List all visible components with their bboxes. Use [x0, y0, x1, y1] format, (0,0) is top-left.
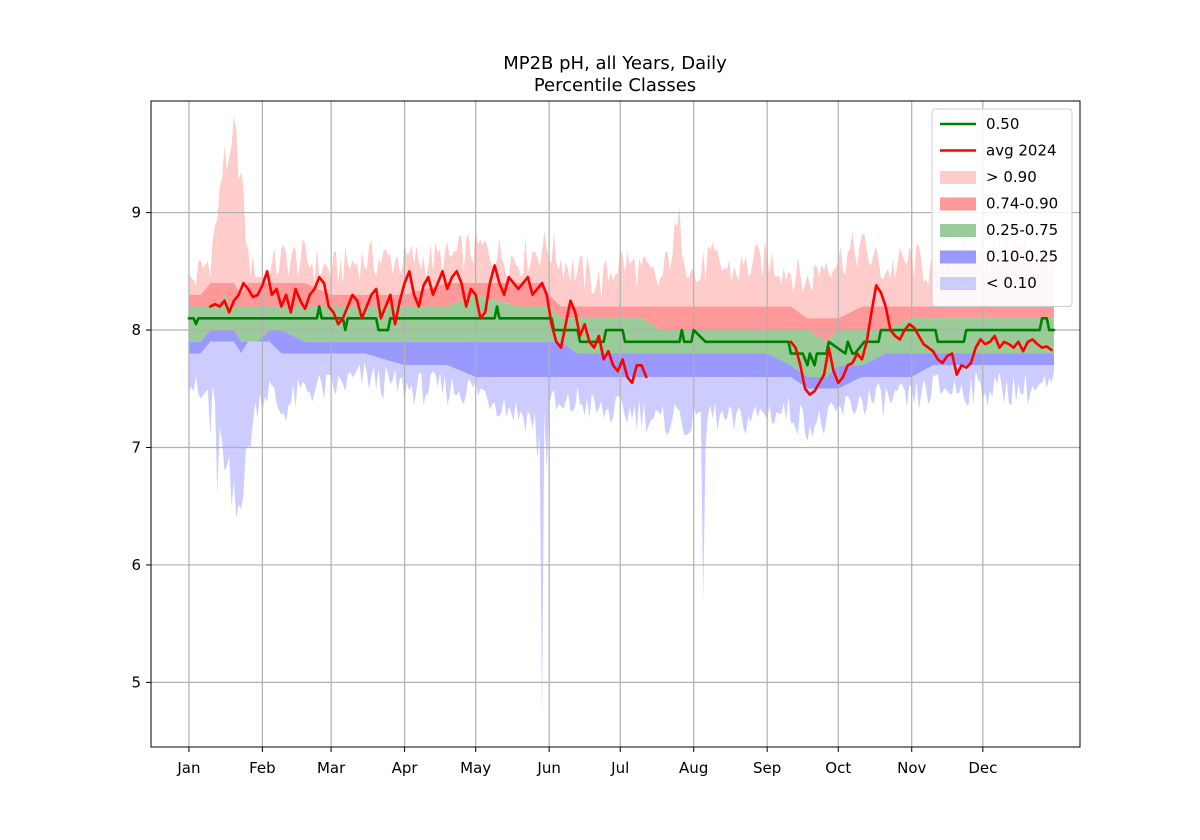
- x-axis: Jan Feb Mar Apr May Jun Jul Aug Sep Oct Nov Dec: [176, 747, 997, 777]
- y-tick-label: 6: [131, 556, 141, 574]
- legend-label: avg 2024: [986, 142, 1057, 160]
- x-tick-label: Sep: [753, 759, 781, 777]
- median-line: [187, 305, 1056, 367]
- x-tick-label: Jun: [536, 759, 560, 777]
- legend-label: 0.74-0.90: [986, 195, 1058, 213]
- x-tick-label: May: [460, 759, 491, 777]
- legend-patch-swatch: [940, 277, 976, 290]
- y-tick-label: 9: [131, 204, 141, 222]
- avg-2024-line-segment-1: [208, 264, 648, 385]
- x-tick-label: Dec: [968, 759, 997, 777]
- series-lines: [187, 264, 1056, 396]
- legend-label: > 0.90: [986, 168, 1037, 186]
- y-tick-label: 8: [131, 321, 141, 339]
- plot-frame: [150, 100, 1081, 748]
- legend-label: 0.50: [986, 115, 1019, 133]
- x-tick-label: Feb: [249, 759, 276, 777]
- plot-area: [151, 101, 1080, 747]
- x-tick-label: Oct: [825, 759, 851, 777]
- x-tick-label: Nov: [897, 759, 926, 777]
- y-tick-label: 7: [131, 438, 141, 456]
- x-tick-label: Apr: [392, 759, 419, 777]
- x-tick-label: Jul: [610, 759, 629, 777]
- legend-label: 0.25-0.75: [986, 221, 1058, 239]
- band-below-10: [188, 341, 1054, 718]
- legend: 0.50 avg 2024 > 0.90 0.74-0.90 0.25-0.75 0.10…: [931, 108, 1073, 307]
- legend-label: 0.10-0.25: [986, 248, 1058, 266]
- chart-subtitle: Percentile Classes: [534, 75, 696, 96]
- x-tick-label: Jan: [176, 759, 200, 777]
- x-tick-label: Aug: [679, 759, 708, 777]
- y-axis: 5 6 7 8 9: [131, 204, 151, 691]
- chart-title: MP2B pH, all Years, Daily: [503, 53, 727, 74]
- legend-patch-swatch: [940, 224, 976, 237]
- legend-patch-swatch: [940, 197, 976, 211]
- x-tick-label: Mar: [317, 759, 346, 777]
- y-tick-label: 5: [131, 673, 141, 691]
- legend-label: < 0.10: [986, 274, 1037, 292]
- legend-patch-swatch: [940, 250, 976, 264]
- avg-2024-line-segment-2: [789, 284, 1053, 396]
- legend-patch-swatch: [940, 171, 976, 184]
